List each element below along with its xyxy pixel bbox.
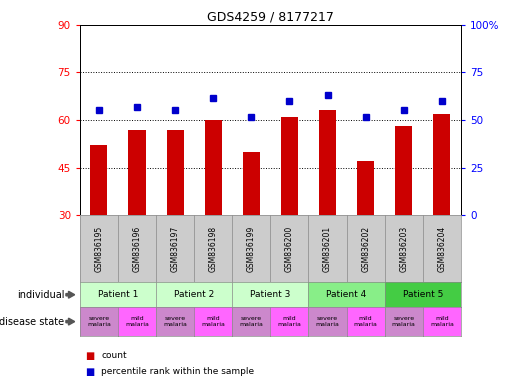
Title: GDS4259 / 8177217: GDS4259 / 8177217: [207, 11, 334, 24]
Text: disease state: disease state: [0, 316, 64, 327]
Text: GSM836195: GSM836195: [94, 225, 104, 272]
Text: mild
malaria: mild malaria: [430, 316, 454, 327]
Text: individual: individual: [17, 290, 64, 300]
Bar: [204, 120, 222, 215]
Text: percentile rank within the sample: percentile rank within the sample: [101, 367, 254, 376]
Text: GSM836199: GSM836199: [247, 225, 256, 272]
Text: GSM836200: GSM836200: [285, 225, 294, 272]
Text: GSM836202: GSM836202: [361, 225, 370, 272]
Bar: [128, 129, 146, 215]
Text: Patient 1: Patient 1: [98, 290, 138, 299]
Text: severe
malaria: severe malaria: [239, 316, 263, 327]
Text: GSM836201: GSM836201: [323, 225, 332, 272]
Text: mild
malaria: mild malaria: [278, 316, 301, 327]
Text: GSM836203: GSM836203: [399, 225, 408, 272]
Text: ■: ■: [85, 351, 94, 361]
Text: GSM836196: GSM836196: [132, 225, 142, 272]
Text: GSM836197: GSM836197: [170, 225, 180, 272]
Text: severe
malaria: severe malaria: [392, 316, 416, 327]
Text: mild
malaria: mild malaria: [125, 316, 149, 327]
Text: severe
malaria: severe malaria: [87, 316, 111, 327]
Bar: [357, 161, 374, 215]
Bar: [281, 117, 298, 215]
Text: severe
malaria: severe malaria: [163, 316, 187, 327]
Text: count: count: [101, 351, 127, 360]
Text: Patient 5: Patient 5: [403, 290, 443, 299]
Bar: [243, 152, 260, 215]
Text: mild
malaria: mild malaria: [354, 316, 377, 327]
Text: GSM836204: GSM836204: [437, 225, 447, 272]
Text: GSM836198: GSM836198: [209, 225, 218, 272]
Bar: [166, 129, 184, 215]
Text: Patient 3: Patient 3: [250, 290, 290, 299]
Bar: [90, 146, 108, 215]
Text: mild
malaria: mild malaria: [201, 316, 225, 327]
Bar: [395, 126, 413, 215]
Text: ■: ■: [85, 367, 94, 377]
Bar: [433, 114, 451, 215]
Bar: [319, 111, 336, 215]
Text: severe
malaria: severe malaria: [316, 316, 339, 327]
Text: Patient 2: Patient 2: [174, 290, 214, 299]
Text: Patient 4: Patient 4: [327, 290, 367, 299]
